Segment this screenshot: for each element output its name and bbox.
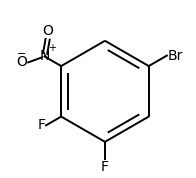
Text: F: F bbox=[37, 118, 45, 132]
Text: O: O bbox=[16, 55, 27, 69]
Text: Br: Br bbox=[168, 49, 183, 63]
Text: O: O bbox=[42, 24, 53, 38]
Text: +: + bbox=[48, 43, 56, 53]
Text: F: F bbox=[101, 160, 109, 174]
Text: N: N bbox=[39, 49, 50, 64]
Text: −: − bbox=[17, 49, 26, 59]
